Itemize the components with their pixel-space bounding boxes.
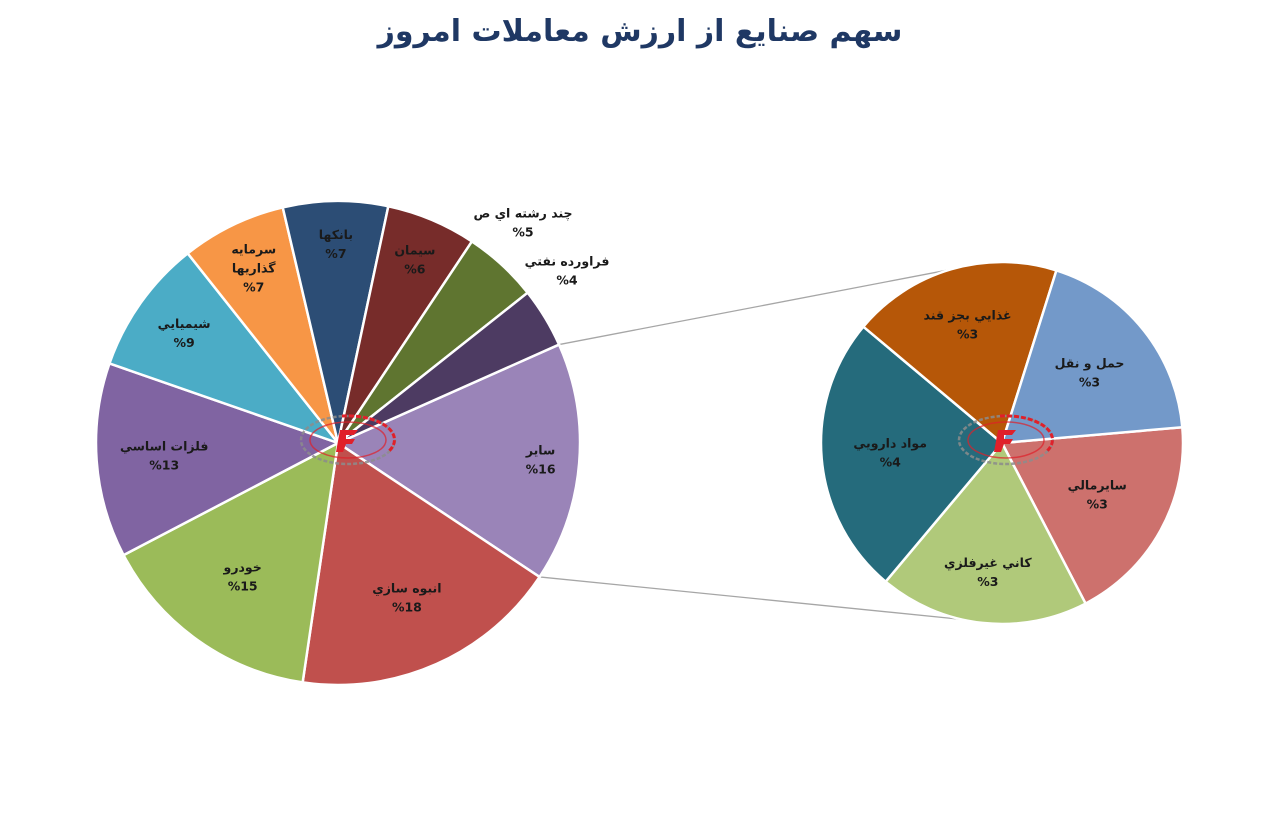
breakout-label-0-value: %3: [1087, 497, 1108, 512]
main-label-0-name: ساير: [525, 443, 555, 458]
main-label-6-name: بانكها: [319, 227, 353, 242]
breakout-slice-0: [1000, 425, 1185, 606]
breakout-label-1-name: كاني غيرفلزي: [944, 555, 1032, 570]
breakout-label-3: غذايي بجز قند %3: [924, 307, 1012, 341]
watermark-logo-icon: [299, 414, 397, 466]
main-slice-0: [335, 342, 582, 579]
main-label-4-name: شيميايي: [158, 316, 211, 331]
breakout-label-2: مواد دارويي %4: [853, 435, 927, 469]
breakout-label-0-name: سايرمالي: [1068, 478, 1127, 493]
main-label-9-value: %4: [556, 273, 578, 288]
main-label-0-value: %16: [526, 462, 556, 477]
main-slice-9: [337, 290, 561, 445]
main-label-6: بانكها %7: [319, 227, 353, 261]
breakout-label-2-name: مواد دارويي: [853, 435, 927, 450]
main-label-2: خودرو %15: [223, 560, 262, 594]
main-label-9: فراورده نفتي %4: [525, 254, 610, 288]
main-label-1-name: انبوه سازي: [372, 580, 441, 595]
breakout-slice-1: [883, 440, 1088, 626]
breakout-label-3-name: غذايي بجز قند: [924, 307, 1012, 322]
main-slice-6: [281, 199, 390, 444]
chart-title: سهم صنايع از ارزش معاملات امروز: [377, 14, 903, 49]
main-slice-1: [301, 440, 542, 687]
main-label-8: چند رشته اي ص %5: [473, 206, 572, 240]
main-label-8-name: چند رشته اي ص: [473, 206, 572, 221]
main-label-2-name: خودرو: [223, 560, 262, 575]
breakout-slice-4: [1000, 268, 1184, 445]
breakout-label-2-value: %4: [880, 454, 902, 469]
breakout-label-3-value: %3: [957, 326, 978, 341]
breakout-label-0: سايرمالي %3: [1068, 478, 1127, 512]
main-label-9-name: فراورده نفتي: [525, 254, 610, 269]
connector-line-top: [558, 262, 987, 346]
slice-labels: ساير %16 انبوه سازي %18 خودرو %15 فلزات اساسي%…: [120, 206, 1127, 615]
main-label-6-value: %7: [325, 246, 346, 261]
breakout-slice-2: [819, 324, 1004, 584]
main-label-4-value: %9: [174, 335, 195, 350]
main-label-5-name: سرمايه: [231, 242, 276, 257]
main-label-3-value: %13: [149, 457, 179, 472]
breakout-label-1-value: %3: [977, 574, 998, 589]
main-slice-5: [185, 205, 340, 444]
watermark-logos: [299, 414, 1055, 466]
breakout-label-4: حمل و نقل %3: [1055, 355, 1125, 389]
main-pie: [94, 199, 582, 687]
main-label-2-value: %15: [228, 579, 258, 594]
breakout-label-4-value: %3: [1079, 374, 1100, 389]
main-label-7-value: %6: [404, 262, 426, 277]
breakout-label-1: كاني غيرفلزي %3: [944, 555, 1032, 589]
main-label-3: فلزات اساسي %13: [120, 438, 208, 472]
main-label-5-name: گذاريها: [232, 261, 276, 276]
watermark-logo-icon: [957, 414, 1055, 466]
main-label-4: شيميايي %9: [158, 316, 211, 350]
main-label-8-value: %5: [512, 225, 533, 240]
main-label-7: سيمان %6: [394, 243, 435, 277]
main-slice-3: [94, 361, 342, 557]
breakout-label-4-name: حمل و نقل: [1055, 355, 1125, 370]
main-slice-4: [107, 251, 342, 446]
breakout-pie: [819, 260, 1185, 626]
main-label-0: ساير %16: [525, 443, 556, 477]
main-slice-2: [121, 440, 340, 684]
breakout-slice-3: [861, 260, 1058, 446]
main-label-1: انبوه سازي %18: [372, 580, 441, 614]
main-label-5: سرمايه گذاريها %7: [231, 242, 276, 295]
main-label-1-value: %18: [392, 599, 422, 614]
main-label-7-name: سيمان: [394, 243, 435, 258]
main-label-5-value: %7: [243, 280, 264, 295]
connector-line-bottom: [539, 576, 962, 621]
main-label-3-name: فلزات اساسي: [120, 438, 208, 453]
breakout-connectors: [539, 262, 987, 621]
